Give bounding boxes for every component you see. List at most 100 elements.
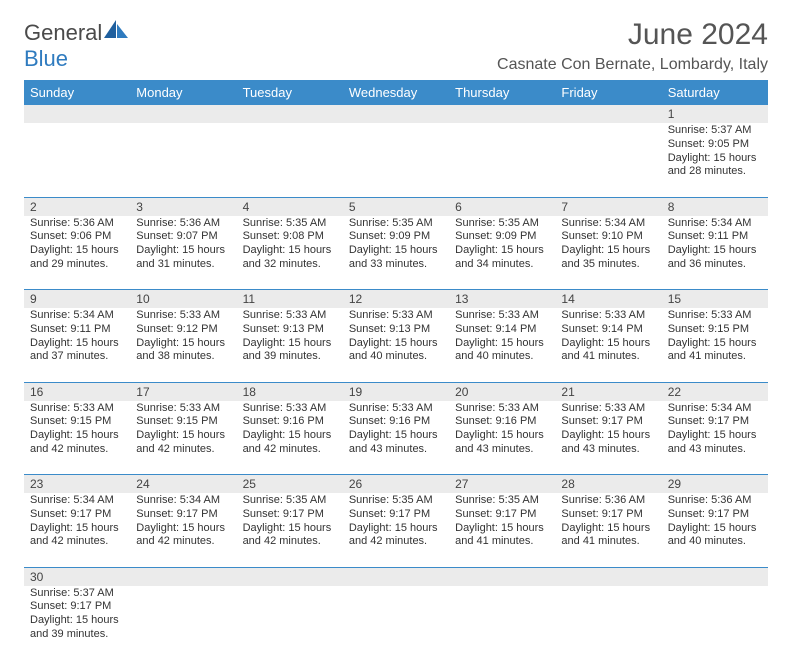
day-line-day1: Daylight: 15 hours xyxy=(136,337,230,351)
day-line-day1: Daylight: 15 hours xyxy=(561,522,655,536)
day-cell xyxy=(130,123,236,197)
calendar-table: Sunday Monday Tuesday Wednesday Thursday… xyxy=(24,80,768,660)
day-cell-content: Sunrise: 5:33 AMSunset: 9:13 PMDaylight:… xyxy=(343,308,449,367)
day-line-sunrise: Sunrise: 5:33 AM xyxy=(136,402,230,416)
day-cell: Sunrise: 5:35 AMSunset: 9:09 PMDaylight:… xyxy=(343,216,449,290)
day-line-day2: and 41 minutes. xyxy=(561,535,655,549)
day-cell: Sunrise: 5:33 AMSunset: 9:16 PMDaylight:… xyxy=(449,401,555,475)
day-line-sunset: Sunset: 9:16 PM xyxy=(455,415,549,429)
month-title: June 2024 xyxy=(497,18,768,52)
day-number: 3 xyxy=(130,197,236,216)
day-line-sunrise: Sunrise: 5:37 AM xyxy=(30,587,124,601)
day-cell-content: Sunrise: 5:36 AMSunset: 9:17 PMDaylight:… xyxy=(555,493,661,552)
day-line-day1: Daylight: 15 hours xyxy=(561,429,655,443)
day-cell: Sunrise: 5:35 AMSunset: 9:08 PMDaylight:… xyxy=(237,216,343,290)
day-content-row: Sunrise: 5:37 AMSunset: 9:05 PMDaylight:… xyxy=(24,123,768,197)
day-cell: Sunrise: 5:33 AMSunset: 9:16 PMDaylight:… xyxy=(237,401,343,475)
day-line-day2: and 41 minutes. xyxy=(668,350,762,364)
day-cell xyxy=(237,123,343,197)
day-line-sunset: Sunset: 9:17 PM xyxy=(668,415,762,429)
day-line-sunset: Sunset: 9:13 PM xyxy=(243,323,337,337)
day-line-day2: and 39 minutes. xyxy=(30,628,124,642)
day-line-sunrise: Sunrise: 5:36 AM xyxy=(136,217,230,231)
location: Casnate Con Bernate, Lombardy, Italy xyxy=(497,56,768,74)
day-cell: Sunrise: 5:33 AMSunset: 9:14 PMDaylight:… xyxy=(449,308,555,382)
day-number-row: 1 xyxy=(24,105,768,123)
day-number: 18 xyxy=(237,382,343,401)
day-cell-content: Sunrise: 5:34 AMSunset: 9:17 PMDaylight:… xyxy=(662,401,768,460)
day-line-day1: Daylight: 15 hours xyxy=(30,244,124,258)
day-line-sunrise: Sunrise: 5:34 AM xyxy=(668,402,762,416)
day-line-sunset: Sunset: 9:13 PM xyxy=(349,323,443,337)
day-line-day1: Daylight: 15 hours xyxy=(668,152,762,166)
weekday-header: Tuesday xyxy=(237,80,343,105)
day-cell: Sunrise: 5:34 AMSunset: 9:11 PMDaylight:… xyxy=(24,308,130,382)
logo-text-2: Blue xyxy=(24,46,68,71)
day-line-sunset: Sunset: 9:17 PM xyxy=(349,508,443,522)
day-line-day2: and 39 minutes. xyxy=(243,350,337,364)
day-line-sunset: Sunset: 9:16 PM xyxy=(243,415,337,429)
weekday-header: Thursday xyxy=(449,80,555,105)
day-number: 14 xyxy=(555,290,661,309)
weekday-header: Wednesday xyxy=(343,80,449,105)
day-line-sunset: Sunset: 9:15 PM xyxy=(136,415,230,429)
day-line-day2: and 43 minutes. xyxy=(561,443,655,457)
day-line-day1: Daylight: 15 hours xyxy=(30,522,124,536)
day-number: 8 xyxy=(662,197,768,216)
day-number: 13 xyxy=(449,290,555,309)
day-cell xyxy=(343,123,449,197)
day-line-day2: and 41 minutes. xyxy=(561,350,655,364)
day-cell xyxy=(449,123,555,197)
day-line-day2: and 32 minutes. xyxy=(243,258,337,272)
day-line-day1: Daylight: 15 hours xyxy=(349,522,443,536)
day-line-day1: Daylight: 15 hours xyxy=(30,337,124,351)
day-number: 2 xyxy=(24,197,130,216)
day-cell-content: Sunrise: 5:33 AMSunset: 9:15 PMDaylight:… xyxy=(24,401,130,460)
day-cell-content: Sunrise: 5:36 AMSunset: 9:17 PMDaylight:… xyxy=(662,493,768,552)
day-number: 6 xyxy=(449,197,555,216)
day-line-day2: and 42 minutes. xyxy=(243,535,337,549)
day-number xyxy=(130,567,236,586)
day-number: 9 xyxy=(24,290,130,309)
day-cell-content: Sunrise: 5:33 AMSunset: 9:15 PMDaylight:… xyxy=(130,401,236,460)
header: GeneralBlue June 2024 Casnate Con Bernat… xyxy=(24,18,768,78)
day-line-day1: Daylight: 15 hours xyxy=(668,337,762,351)
day-number-row: 2345678 xyxy=(24,197,768,216)
day-number: 29 xyxy=(662,475,768,494)
day-line-day1: Daylight: 15 hours xyxy=(243,522,337,536)
day-line-day2: and 38 minutes. xyxy=(136,350,230,364)
day-line-sunset: Sunset: 9:17 PM xyxy=(561,415,655,429)
weekday-header: Sunday xyxy=(24,80,130,105)
day-line-day1: Daylight: 15 hours xyxy=(136,244,230,258)
day-line-sunrise: Sunrise: 5:33 AM xyxy=(30,402,124,416)
day-cell: Sunrise: 5:33 AMSunset: 9:15 PMDaylight:… xyxy=(24,401,130,475)
day-line-day1: Daylight: 15 hours xyxy=(668,429,762,443)
day-number-row: 9101112131415 xyxy=(24,290,768,309)
day-line-sunset: Sunset: 9:15 PM xyxy=(668,323,762,337)
day-line-sunrise: Sunrise: 5:35 AM xyxy=(349,494,443,508)
day-line-day2: and 42 minutes. xyxy=(243,443,337,457)
day-line-sunset: Sunset: 9:17 PM xyxy=(668,508,762,522)
day-cell: Sunrise: 5:35 AMSunset: 9:09 PMDaylight:… xyxy=(449,216,555,290)
day-cell: Sunrise: 5:33 AMSunset: 9:15 PMDaylight:… xyxy=(130,401,236,475)
day-cell-content: Sunrise: 5:35 AMSunset: 9:09 PMDaylight:… xyxy=(449,216,555,275)
day-number-row: 30 xyxy=(24,567,768,586)
day-cell: Sunrise: 5:35 AMSunset: 9:17 PMDaylight:… xyxy=(449,493,555,567)
day-cell: Sunrise: 5:33 AMSunset: 9:12 PMDaylight:… xyxy=(130,308,236,382)
day-cell: Sunrise: 5:36 AMSunset: 9:06 PMDaylight:… xyxy=(24,216,130,290)
day-cell xyxy=(237,586,343,660)
weekday-header: Friday xyxy=(555,80,661,105)
day-line-day2: and 40 minutes. xyxy=(668,535,762,549)
day-line-sunset: Sunset: 9:09 PM xyxy=(455,230,549,244)
logo: GeneralBlue xyxy=(24,18,130,72)
day-cell: Sunrise: 5:33 AMSunset: 9:13 PMDaylight:… xyxy=(343,308,449,382)
day-number: 21 xyxy=(555,382,661,401)
day-number: 25 xyxy=(237,475,343,494)
weekday-header-row: Sunday Monday Tuesday Wednesday Thursday… xyxy=(24,80,768,105)
day-number xyxy=(555,567,661,586)
day-content-row: Sunrise: 5:34 AMSunset: 9:17 PMDaylight:… xyxy=(24,493,768,567)
day-cell: Sunrise: 5:34 AMSunset: 9:17 PMDaylight:… xyxy=(662,401,768,475)
day-line-sunrise: Sunrise: 5:33 AM xyxy=(668,309,762,323)
day-line-sunset: Sunset: 9:10 PM xyxy=(561,230,655,244)
day-number xyxy=(24,105,130,123)
